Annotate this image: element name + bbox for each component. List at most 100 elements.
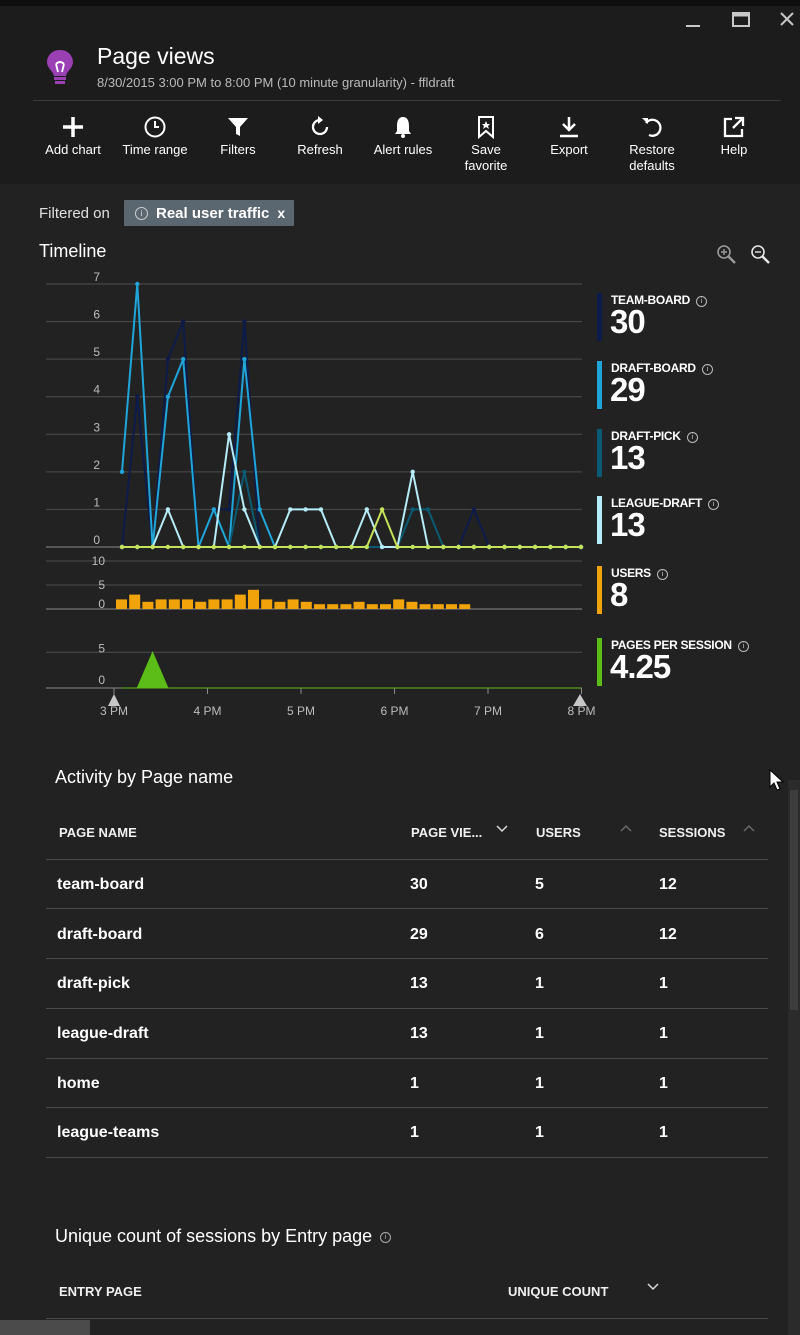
- page-subtitle: 8/30/2015 3:00 PM to 8:00 PM (10 minute …: [97, 75, 455, 90]
- data-point: [456, 544, 461, 550]
- export-label: Export: [550, 142, 588, 157]
- mouse-cursor-icon: [769, 769, 785, 791]
- legend-value: 13: [610, 439, 646, 476]
- refresh-button[interactable]: Refresh: [280, 112, 360, 158]
- clock-icon: [115, 112, 195, 142]
- filtered-on-label: Filtered on: [39, 205, 110, 222]
- download-icon: [529, 112, 609, 142]
- save-favorite-button[interactable]: Save favorite: [446, 112, 526, 174]
- data-point: [242, 356, 247, 362]
- data-point: [379, 544, 385, 550]
- users-bar: [234, 594, 246, 609]
- pages-per-session-series: [122, 651, 581, 689]
- column-header-page-name[interactable]: PAGE NAME: [59, 825, 137, 840]
- cell-page-name: league-draft: [57, 1025, 149, 1042]
- data-point: [119, 469, 125, 475]
- export-button[interactable]: Export: [529, 112, 609, 158]
- restore-defaults-button[interactable]: Restore defaults: [612, 112, 692, 174]
- add-chart-button[interactable]: Add chart: [33, 112, 113, 158]
- legend-label-text: TEAM-BOARD: [611, 293, 690, 307]
- data-point: [165, 356, 171, 362]
- users-bar: [168, 599, 180, 609]
- column-header-page-views[interactable]: PAGE VIE...: [411, 825, 483, 840]
- data-point: [272, 544, 278, 550]
- bookmark-icon: [446, 112, 526, 142]
- data-point: [349, 544, 354, 550]
- cell-sessions: 1: [659, 1124, 668, 1141]
- cell-page-name: home: [57, 1075, 100, 1092]
- zoom-in-icon[interactable]: [716, 244, 738, 266]
- zoom-out-icon[interactable]: [750, 244, 772, 266]
- info-icon: i: [708, 499, 720, 510]
- y-tick-label: 0: [98, 673, 105, 687]
- legend-label-text: LEAGUE-DRAFT: [611, 496, 703, 510]
- page-title: Page views: [97, 43, 215, 69]
- column-header-sessions[interactable]: SESSIONS: [659, 825, 726, 840]
- legend-color-bar: [597, 638, 602, 686]
- vertical-scrollbar-thumb[interactable]: [790, 790, 798, 1010]
- activity-table-title: Activity by Page name: [55, 767, 234, 787]
- data-point: [471, 507, 477, 512]
- column-header-users[interactable]: USERS: [536, 825, 581, 840]
- y-tick-label: 7: [93, 270, 100, 284]
- filter-chip-remove-button[interactable]: x: [277, 205, 286, 221]
- legend-item-users[interactable]: USERS i 8: [597, 566, 767, 616]
- timeline-chart[interactable]: 0 1 2 3 4 5 6 7 0 5 10 0 5 3 PM 4 PM 5 PM 6 PM 7 PM 8 PM: [0, 270, 600, 730]
- legend-item-league-draft[interactable]: LEAGUE-DRAFT i 13: [597, 496, 767, 546]
- column-header-entry-page[interactable]: ENTRY PAGE: [59, 1284, 142, 1299]
- cell-page-name: draft-board: [57, 926, 143, 943]
- data-point: [196, 544, 201, 550]
- cell-users: 5: [535, 876, 544, 893]
- maximize-icon[interactable]: [731, 10, 751, 34]
- y-tick-label: 1: [93, 495, 100, 509]
- users-bar: [248, 589, 259, 609]
- legend-value: 4.25: [610, 648, 671, 685]
- range-handle-right[interactable]: [573, 694, 587, 706]
- column-header-unique-count[interactable]: UNIQUE COUNT: [508, 1284, 609, 1299]
- legend-item-pages-per-session[interactable]: PAGES PER SESSION i 4.25: [597, 638, 767, 688]
- filter-chip[interactable]: i Real user traffic x: [124, 200, 294, 226]
- sort-ascending-icon[interactable]: [742, 823, 756, 833]
- undo-icon: [612, 112, 692, 142]
- range-handle-left[interactable]: [108, 694, 120, 706]
- bell-icon: [363, 112, 443, 142]
- filters-button[interactable]: Filters: [198, 112, 278, 158]
- users-bar: [380, 604, 391, 609]
- alert-rules-button[interactable]: Alert rules: [363, 112, 443, 158]
- legend-label: LEAGUE-DRAFT i: [611, 496, 720, 510]
- legend-item-draft-board[interactable]: DRAFT-BOARD i 29: [597, 361, 767, 411]
- sort-descending-icon[interactable]: [646, 1282, 660, 1292]
- horizontal-scrollbar-thumb[interactable]: [0, 1320, 90, 1335]
- pages-per-session-area: [122, 651, 581, 689]
- close-icon[interactable]: [778, 10, 796, 34]
- time-range-button[interactable]: Time range: [115, 112, 195, 158]
- data-point: [135, 544, 140, 550]
- info-icon: i: [380, 1232, 392, 1243]
- row-divider: [46, 1008, 768, 1009]
- users-bar: [155, 599, 167, 609]
- command-bar: Add chart Time range Filters Refresh Ale…: [33, 112, 793, 180]
- x-tick-label: 3 PM: [100, 704, 128, 718]
- legend-color-bar: [597, 429, 602, 477]
- data-point: [548, 544, 553, 550]
- data-point: [517, 544, 522, 550]
- legend-item-team-board[interactable]: TEAM-BOARD i 30: [597, 293, 767, 343]
- legend-item-draft-pick[interactable]: DRAFT-PICK i 13: [597, 429, 767, 479]
- line-series-group: [119, 281, 584, 550]
- cell-sessions: 12: [659, 926, 677, 943]
- y-tick-label: 10: [92, 554, 106, 568]
- users-bar: [393, 599, 405, 609]
- y-tick-label: 2: [93, 458, 100, 472]
- y-tick-label: 5: [93, 345, 100, 359]
- minimize-icon[interactable]: [684, 10, 702, 34]
- data-point: [211, 544, 216, 550]
- sort-ascending-icon[interactable]: [619, 823, 633, 833]
- data-point: [288, 507, 293, 512]
- data-point: [471, 544, 477, 550]
- window-top-bar: [0, 0, 800, 6]
- help-button[interactable]: Help: [694, 112, 774, 158]
- legend-color-bar: [597, 566, 602, 614]
- data-point: [165, 394, 171, 399]
- sort-descending-icon[interactable]: [495, 824, 509, 834]
- data-point: [150, 544, 155, 550]
